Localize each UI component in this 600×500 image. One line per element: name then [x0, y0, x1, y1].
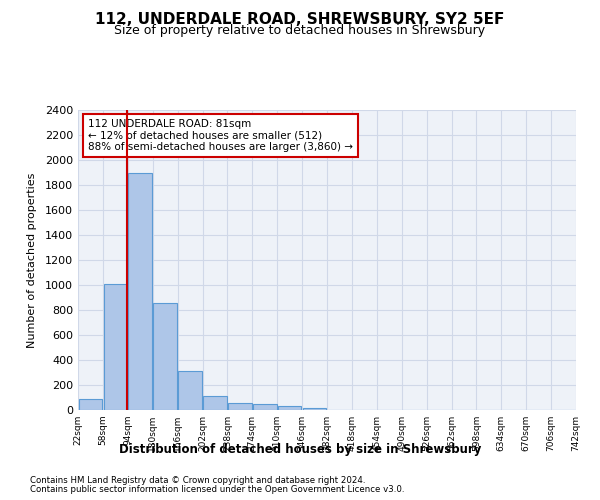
Bar [104, 284, 127, 410]
Text: Contains HM Land Registry data © Crown copyright and database right 2024.: Contains HM Land Registry data © Crown c… [30, 476, 365, 485]
Bar [154, 302, 177, 410]
Bar [228, 403, 251, 410]
Text: 112, UNDERDALE ROAD, SHREWSBURY, SY2 5EF: 112, UNDERDALE ROAD, SHREWSBURY, SY2 5EF [95, 12, 505, 28]
Y-axis label: Number of detached properties: Number of detached properties [26, 172, 37, 348]
Bar [278, 406, 301, 410]
Text: Size of property relative to detached houses in Shrewsbury: Size of property relative to detached ho… [115, 24, 485, 37]
Text: Distribution of detached houses by size in Shrewsbury: Distribution of detached houses by size … [119, 442, 481, 456]
Bar [178, 371, 202, 410]
Bar [253, 404, 277, 410]
Bar [303, 408, 326, 410]
Bar [79, 399, 102, 410]
Text: 112 UNDERDALE ROAD: 81sqm
← 12% of detached houses are smaller (512)
88% of semi: 112 UNDERDALE ROAD: 81sqm ← 12% of detac… [88, 119, 353, 152]
Text: Contains public sector information licensed under the Open Government Licence v3: Contains public sector information licen… [30, 485, 404, 494]
Bar [203, 396, 227, 410]
Bar [128, 172, 152, 410]
